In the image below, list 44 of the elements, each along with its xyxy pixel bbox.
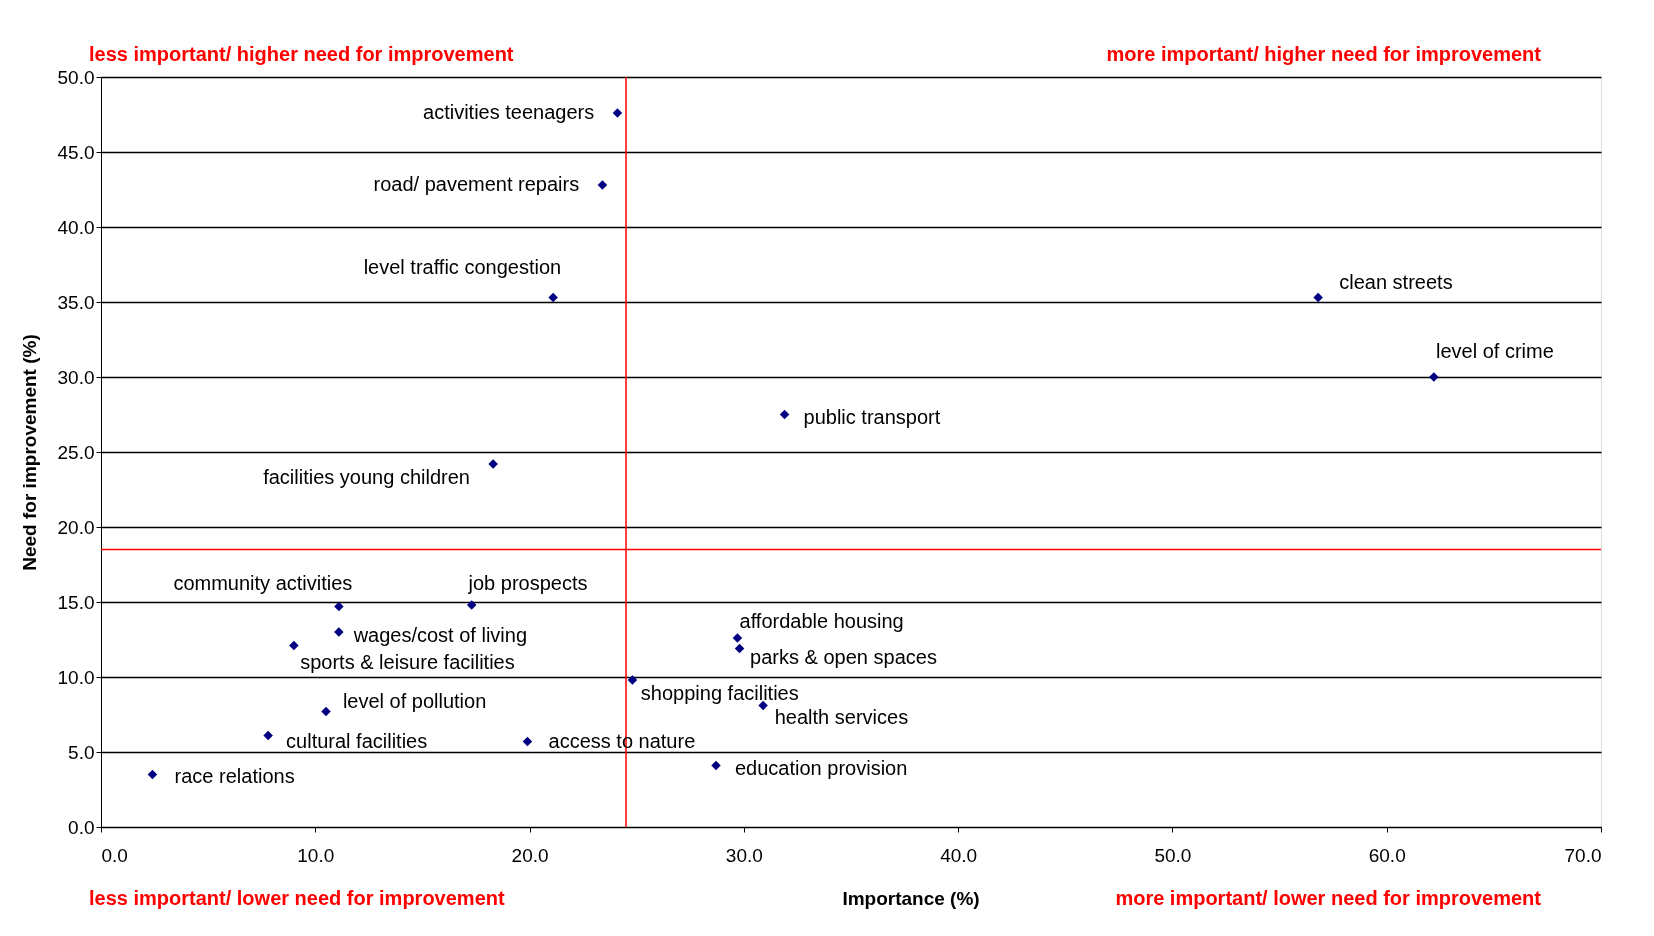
- annotation: level of crime: [1435, 339, 1554, 362]
- y-tick-label: 45.0: [57, 141, 95, 163]
- annotation: shopping facilities: [640, 681, 799, 704]
- y-tick-label: 25.0: [57, 441, 95, 463]
- y-tick-label: 35.0: [57, 291, 95, 313]
- text: less important/ lower need for improvement: [89, 887, 505, 909]
- y-tick-label: 40.0: [57, 216, 95, 238]
- x-tick-label: 50.0: [1154, 844, 1192, 866]
- annotation: road/ pavement repairs: [373, 173, 580, 195]
- y-axis-title: Need for improvement (%): [18, 334, 40, 571]
- y-tick-label: 20.0: [57, 516, 95, 538]
- annotation: facilities young children: [263, 465, 470, 488]
- y-tick-label: 5.0: [68, 741, 95, 763]
- text: more important/ lower need for improvement: [1115, 887, 1542, 909]
- annotation: parks & open spaces: [750, 645, 937, 668]
- x-tick-label: 60.0: [1368, 844, 1406, 866]
- annotation: cultural facilities: [286, 729, 428, 752]
- x-tick-label: 10.0: [297, 844, 335, 866]
- y-tick-label: 0.0: [68, 816, 95, 838]
- annotation: clean streets: [1339, 270, 1453, 293]
- text: less important/ higher need for improvement: [89, 43, 514, 65]
- x-axis-title: Importance (%): [842, 888, 980, 909]
- x-tick-label: 20.0: [511, 844, 549, 866]
- text: more important/ higher need for improvement: [1106, 43, 1542, 65]
- annotation: race relations: [174, 764, 295, 787]
- annotation: public transport: [803, 405, 941, 428]
- x-tick-label: 30.0: [725, 844, 763, 866]
- x-tick-label: 70.0: [1564, 844, 1602, 866]
- annotation: affordable housing: [739, 610, 904, 633]
- annotation: level traffic congestion: [363, 255, 562, 278]
- x-tick-label: 0.0: [101, 844, 128, 866]
- y-tick-label: 15.0: [57, 591, 95, 613]
- y-tick-label: 10.0: [57, 666, 95, 688]
- annotation: sports & leisure facilities: [300, 651, 515, 674]
- annotation: education provision: [734, 756, 908, 779]
- annotation: job prospects: [467, 571, 588, 594]
- annotation: community activities: [173, 572, 353, 595]
- annotation: wages/cost of living: [352, 624, 528, 647]
- y-tick-label: 50.0: [57, 66, 95, 88]
- x-tick-label: 40.0: [940, 844, 978, 866]
- y-tick-label: 30.0: [57, 366, 95, 388]
- annotation: health services: [774, 706, 909, 729]
- annotation: level of pollution: [342, 690, 487, 713]
- annotation: activities teenagers: [423, 101, 595, 123]
